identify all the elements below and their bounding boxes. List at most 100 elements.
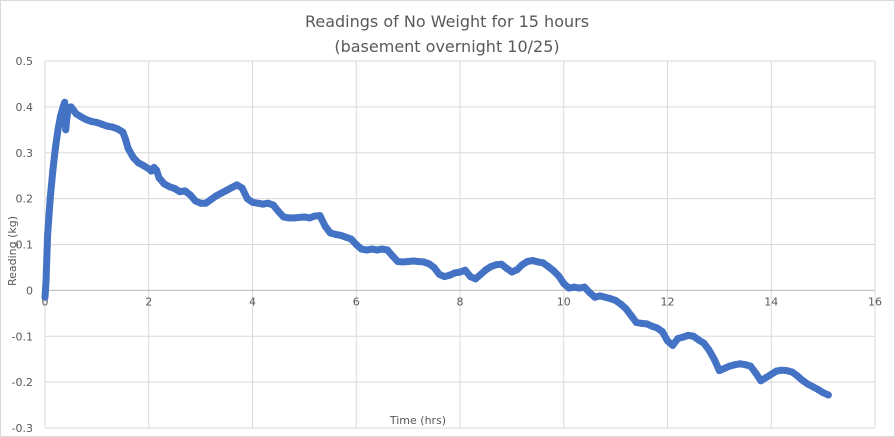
data-point — [757, 377, 765, 385]
data-point — [798, 376, 806, 384]
data-point — [153, 166, 161, 174]
data-point — [160, 180, 168, 188]
data-point — [373, 246, 381, 254]
data-point — [824, 391, 832, 399]
data-point — [269, 201, 277, 209]
data-point — [352, 241, 360, 248]
data-point — [664, 337, 671, 345]
data-point — [88, 118, 96, 126]
data-point — [61, 98, 69, 106]
data-point — [684, 331, 692, 339]
data-point — [54, 126, 62, 134]
data-point — [404, 257, 412, 265]
x-tick-label: 12 — [661, 295, 675, 308]
data-point — [814, 385, 822, 393]
data-point — [378, 245, 386, 253]
data-point — [311, 212, 319, 220]
data-point — [357, 245, 365, 253]
data-point — [368, 245, 376, 253]
data-point — [472, 275, 480, 283]
data-point — [228, 184, 236, 192]
data-point — [477, 270, 485, 278]
y-tick-label: 0.2 — [16, 193, 34, 206]
data-point — [425, 260, 433, 268]
x-tick-label: 10 — [557, 295, 571, 308]
data-point — [207, 196, 215, 204]
data-point — [114, 125, 122, 133]
data-point — [461, 266, 469, 274]
data-point — [363, 246, 371, 254]
data-point — [46, 195, 54, 203]
data-point — [171, 185, 179, 193]
data-point — [586, 289, 594, 297]
data-point — [513, 266, 521, 274]
y-tick-label: -0.2 — [12, 376, 33, 389]
data-point — [103, 122, 111, 130]
data-point — [121, 135, 129, 143]
y-tick-label: 0.4 — [16, 101, 34, 114]
data-point — [57, 112, 65, 120]
data-point — [539, 259, 547, 267]
y-tick-label: 0.3 — [16, 147, 34, 160]
data-point — [383, 246, 391, 254]
data-point — [534, 258, 542, 266]
data-point — [233, 181, 241, 189]
data-point — [762, 374, 770, 382]
data-point — [176, 188, 184, 196]
data-point — [134, 159, 142, 167]
data-point — [217, 189, 225, 197]
data-point — [560, 279, 568, 287]
data-point — [399, 258, 407, 266]
data-point — [77, 113, 85, 121]
x-tick-label: 14 — [764, 295, 778, 308]
data-point — [63, 114, 71, 122]
data-point — [669, 341, 677, 349]
data-point — [705, 346, 713, 354]
data-point — [581, 283, 588, 291]
data-point — [451, 269, 459, 277]
x-tick-label: 16 — [868, 295, 882, 308]
x-tick-label: 8 — [457, 295, 464, 308]
data-point — [503, 264, 511, 272]
data-point — [155, 174, 163, 182]
chart-title: Readings of No Weight for 15 hours — [305, 12, 589, 31]
y-tick-label: 0 — [26, 284, 33, 297]
x-tick-label: 4 — [249, 295, 256, 308]
data-point — [259, 200, 267, 208]
data-point — [62, 126, 70, 134]
x-tick-label: 0 — [42, 295, 49, 308]
data-point — [575, 284, 583, 292]
data-point — [41, 293, 49, 301]
data-point — [632, 318, 640, 326]
chart-subtitle: (basement overnight 10/25) — [334, 37, 559, 56]
data-point — [695, 336, 703, 344]
data-point — [736, 360, 744, 368]
data-point — [238, 184, 246, 192]
data-point — [394, 257, 402, 265]
data-point — [295, 213, 303, 221]
y-tick-label: 0.1 — [16, 239, 34, 252]
data-point — [347, 235, 355, 243]
data-point — [804, 380, 812, 388]
data-point — [788, 368, 796, 376]
data-point — [389, 252, 397, 260]
data-point — [752, 369, 760, 377]
data-point — [51, 144, 59, 152]
data-point — [290, 214, 298, 222]
data-point — [223, 186, 231, 194]
data-point — [186, 191, 194, 199]
data-point — [565, 284, 573, 292]
data-point — [498, 260, 505, 268]
x-tick-label: 2 — [145, 295, 152, 308]
data-point — [793, 372, 801, 380]
data-point — [332, 230, 339, 238]
data-point — [731, 361, 739, 369]
data-point — [544, 263, 552, 271]
data-point — [280, 213, 288, 221]
tick-labels: 0 2 4 6 8 10 12 14 16 0.5 0.4 0.3 0.2 0.1 0 -0.1 -0.2 -0.… — [12, 55, 882, 435]
data-point — [700, 339, 708, 347]
y-tick-label: -0.3 — [12, 422, 33, 435]
data-point — [627, 312, 635, 320]
data-point — [202, 199, 210, 207]
